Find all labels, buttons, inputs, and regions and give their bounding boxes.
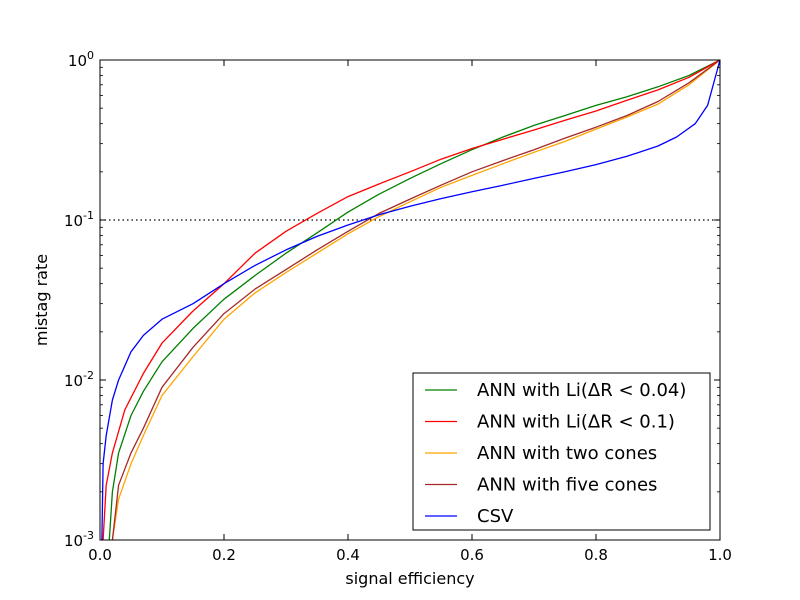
y-tick-label: 10-3 — [64, 529, 94, 550]
legend-label-1: ANN with Li(ΔR < 0.04) — [477, 380, 686, 401]
y-axis-label: mistag rate — [32, 254, 51, 346]
legend-label-3: ANN with two cones — [477, 443, 657, 464]
legend-label-4: ANN with five cones — [477, 475, 657, 496]
x-tick-label: 1.0 — [708, 546, 732, 564]
legend-label-5: CSV — [477, 506, 514, 527]
x-tick-label: 0.2 — [212, 546, 236, 564]
x-tick-label: 0.6 — [460, 546, 484, 564]
x-axis: 0.0 0.2 0.4 0.6 0.8 1.0 — [88, 60, 732, 564]
plot-frame — [99, 59, 721, 541]
y-tick-label: 100 — [68, 49, 94, 70]
series-line-4 — [111, 59, 721, 541]
plot-border — [99, 59, 721, 541]
y-tick-label: 10-1 — [64, 209, 94, 230]
x-tick-label: 0.8 — [584, 546, 608, 564]
series-line-5 — [101, 59, 721, 541]
x-tick-label: 0.4 — [336, 546, 360, 564]
y-axis: 10-3 10-2 10-1 100 — [64, 49, 720, 550]
x-axis-label: signal efficiency — [345, 569, 474, 588]
legend: ANN with Li(ΔR < 0.04) ANN with Li(ΔR < 0… — [412, 372, 711, 531]
y-tick-label: 10-2 — [64, 369, 94, 390]
legend-label-2: ANN with Li(ΔR < 0.1) — [477, 412, 675, 433]
series-line-3 — [111, 59, 721, 541]
series-line-1 — [108, 59, 721, 541]
series-layer — [101, 59, 721, 541]
x-tick-label: 0.0 — [88, 546, 112, 564]
legend-box — [412, 372, 711, 531]
series-line-2 — [102, 59, 721, 541]
